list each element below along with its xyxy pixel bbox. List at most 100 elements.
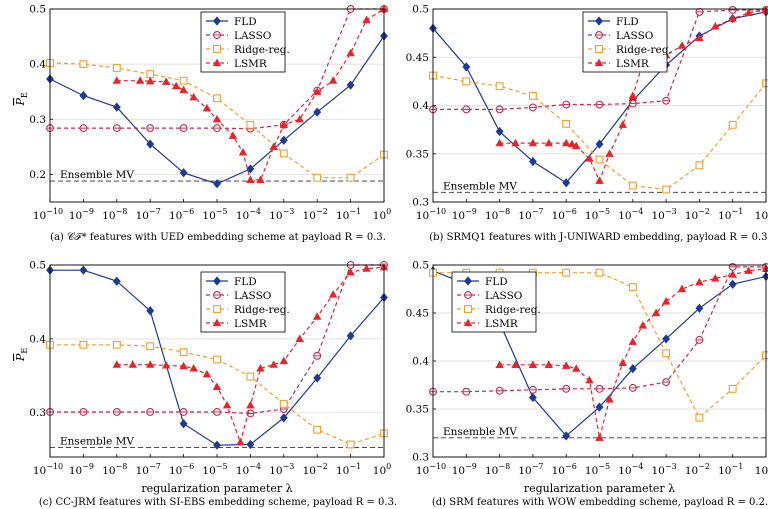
series-line (50, 8, 384, 130)
data-point (495, 138, 504, 147)
data-point (213, 94, 221, 103)
data-point (528, 360, 538, 368)
data-point (189, 363, 198, 372)
data-point (562, 431, 571, 441)
chart-panel-1: 0.2 0.3 0.4 0.5 10−10 10−9 10−8 10−7 10−6 10−5 10−… (14, 4, 391, 244)
legend-swatch-marker (212, 318, 222, 327)
data-point (179, 419, 188, 429)
data-point (728, 14, 737, 22)
ensemble-mv-label: Ensemble MV (443, 426, 517, 438)
data-point (145, 76, 155, 85)
data-point (313, 173, 322, 182)
data-point (711, 21, 720, 30)
data-point (128, 360, 137, 368)
legend-swatch-marker (213, 45, 221, 53)
data-point (256, 175, 265, 184)
legend: FLD LASSO Ridge-reg. LSMR (200, 271, 290, 333)
data-point (222, 400, 232, 409)
xtick-label: 10−8 (485, 207, 510, 222)
data-point (362, 264, 371, 272)
data-point (495, 360, 504, 368)
series-fld (46, 265, 388, 450)
ytick-label: 0.4 (29, 333, 46, 345)
data-point (328, 76, 338, 84)
plot-frame (49, 8, 385, 203)
legend-entry: Ridge-reg. (234, 44, 290, 56)
data-point (744, 8, 753, 16)
xtick-label: 10−2 (303, 462, 328, 477)
data-point (695, 303, 704, 313)
data-point (462, 62, 471, 72)
plot-frame (432, 264, 767, 458)
data-point (561, 361, 571, 369)
ytick-label: 0.45 (406, 308, 429, 320)
ytick-label: 0.5 (29, 4, 46, 16)
data-point (628, 283, 637, 292)
x-axis-label: regularization parameter λ (524, 482, 675, 495)
data-point (528, 156, 537, 167)
chart-panel-2: 0.3 0.35 0.4 0.45 0.5 10−10 10−9 10−8 10−7 10−6 10… (406, 4, 768, 243)
legend-entry: LSMR (485, 318, 519, 330)
xtick-label: 10−7 (518, 462, 543, 477)
xtick-label: 10−10 (416, 462, 446, 477)
legend-entry: FLD (485, 276, 508, 288)
ytick-label: 0.2 (29, 169, 46, 181)
xtick-label: 10−10 (416, 207, 446, 222)
data-point (728, 279, 737, 289)
ytick-label: 0.45 (406, 52, 429, 64)
xtick-label: 10−4 (618, 207, 643, 222)
xtick-label: 10−7 (136, 462, 161, 477)
data-point (146, 139, 155, 149)
xtick-label: 10−3 (652, 207, 677, 222)
xtick-label: 100 (755, 462, 768, 477)
data-point (562, 178, 571, 188)
legend-entry: LASSO (485, 290, 523, 302)
series-lasso (429, 262, 768, 396)
data-point (495, 126, 504, 137)
figure-caption: (c) CC-JRM features with SI-EBS embeddin… (39, 497, 397, 508)
legend-swatch-marker (212, 58, 222, 67)
data-point (212, 114, 222, 123)
data-point (572, 364, 581, 372)
xtick-label: 10−8 (102, 462, 127, 477)
data-point (511, 138, 520, 147)
data-point (328, 290, 338, 298)
data-point (269, 360, 278, 368)
xtick-label: 10−3 (269, 207, 294, 222)
data-point (628, 181, 637, 190)
legend-swatch-marker (594, 58, 604, 67)
data-point (145, 360, 155, 368)
data-point (246, 175, 255, 184)
xtick-label: 10−5 (202, 462, 227, 477)
plot-frame (49, 264, 385, 458)
ytick-label: 0.3 (29, 114, 46, 126)
data-point (279, 135, 288, 145)
figure-caption: (d) SRM features with WOW embedding sche… (432, 497, 768, 508)
data-point (279, 413, 288, 423)
data-point (189, 92, 198, 101)
data-point (279, 149, 288, 158)
series-line (433, 9, 766, 111)
legend-entry: FLD (234, 16, 257, 28)
legend: FLD LASSO Ridge-reg. LSMR (582, 11, 672, 73)
data-point (313, 425, 322, 434)
data-point (618, 358, 627, 367)
data-point (238, 147, 248, 156)
data-point (595, 155, 604, 164)
xtick-label: 10−1 (336, 207, 361, 222)
data-point (112, 360, 122, 368)
ytick-label: 0.3 (29, 407, 46, 419)
data-point (544, 138, 554, 147)
xtick-label: 10−5 (585, 207, 610, 222)
data-point (562, 268, 571, 277)
data-point (628, 91, 638, 99)
data-point (112, 76, 122, 84)
xtick-label: 10−3 (269, 462, 294, 477)
data-point (112, 276, 121, 286)
data-point (572, 141, 581, 150)
data-point (346, 440, 355, 449)
series-line (49, 62, 385, 179)
legend-entry: Ridge-reg. (234, 304, 290, 316)
ensemble-mv-label: Ensemble MV (443, 180, 517, 192)
